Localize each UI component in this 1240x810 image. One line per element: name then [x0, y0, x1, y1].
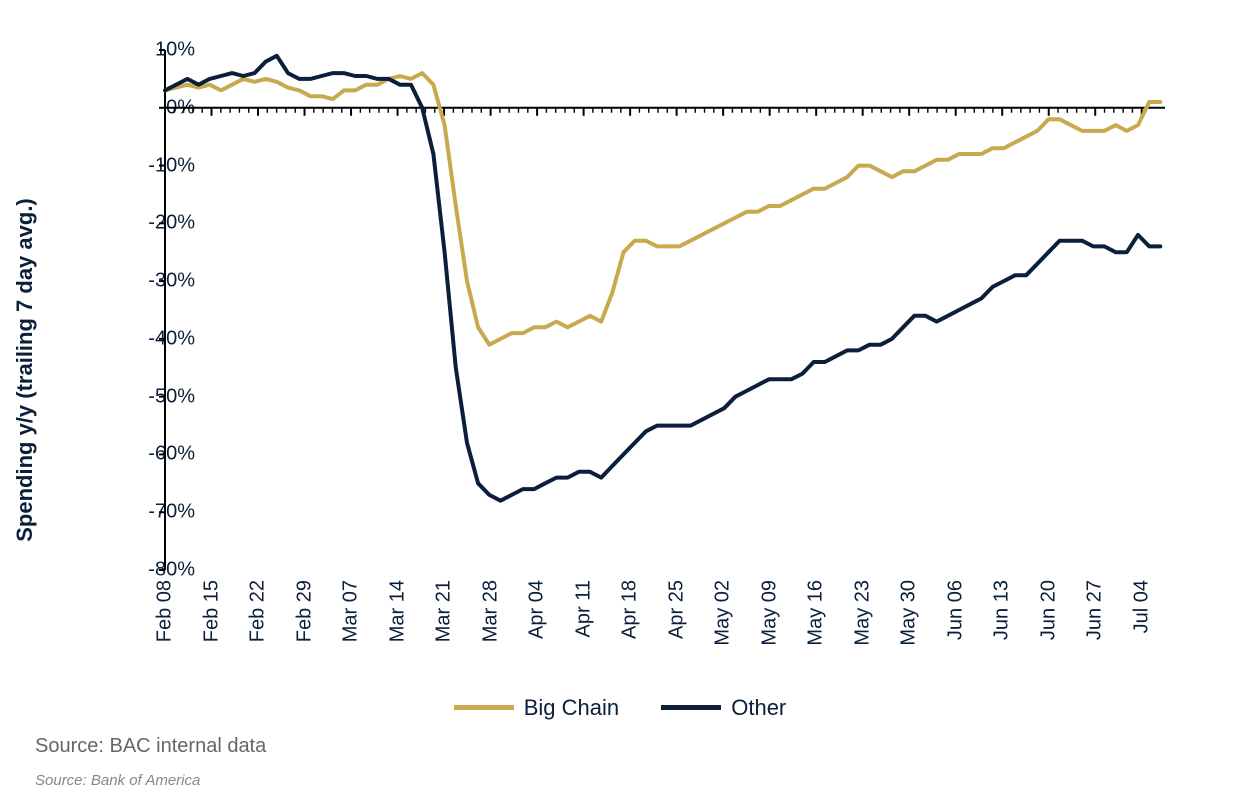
source-secondary: Source: Bank of America	[35, 772, 200, 789]
x-tick-label: Apr 25	[665, 580, 688, 639]
x-tick-label: Apr 04	[526, 580, 549, 639]
y-axis-label: Spending y/y (trailing 7 day avg.)	[12, 198, 38, 542]
source-primary: Source: BAC internal data	[35, 735, 266, 758]
series-line-1	[165, 56, 1160, 501]
x-tick-label: Mar 21	[433, 580, 456, 642]
x-tick-label: Feb 15	[200, 580, 223, 642]
x-tick-label: Jun 27	[1084, 580, 1107, 640]
x-tick-label: Jul 04	[1130, 580, 1153, 633]
legend-swatch-big-chain	[454, 705, 514, 710]
x-tick-label: Feb 22	[247, 580, 270, 642]
x-tick-label: Jun 06	[944, 580, 967, 640]
x-tick-label: May 02	[712, 580, 735, 646]
x-tick-label: Apr 18	[619, 580, 642, 639]
legend-swatch-other	[661, 705, 721, 710]
x-tick-label: May 30	[898, 580, 921, 646]
x-tick-label: Feb 08	[154, 580, 177, 642]
legend-label-big-chain: Big Chain	[524, 695, 619, 721]
x-tick-label: Jun 20	[1037, 580, 1060, 640]
legend-item-other: Other	[661, 695, 786, 721]
x-tick-label: Jun 13	[991, 580, 1014, 640]
chart-legend: Big Chain Other	[35, 690, 1205, 721]
x-tick-label: Mar 28	[479, 580, 502, 642]
x-tick-label: Mar 14	[386, 580, 409, 642]
chart-plot-area	[165, 50, 1165, 570]
x-tick-label: May 09	[758, 580, 781, 646]
x-tick-label: Apr 11	[572, 580, 595, 637]
x-tick-label: Feb 29	[293, 580, 316, 642]
legend-label-other: Other	[731, 695, 786, 721]
legend-item-big-chain: Big Chain	[454, 695, 619, 721]
x-tick-label: Mar 07	[340, 580, 363, 642]
chart-container: Spending y/y (trailing 7 day avg.) 10%0%…	[35, 20, 1205, 720]
x-tick-label: May 23	[851, 580, 874, 646]
series-line-0	[165, 73, 1160, 345]
x-tick-label: May 16	[805, 580, 828, 646]
